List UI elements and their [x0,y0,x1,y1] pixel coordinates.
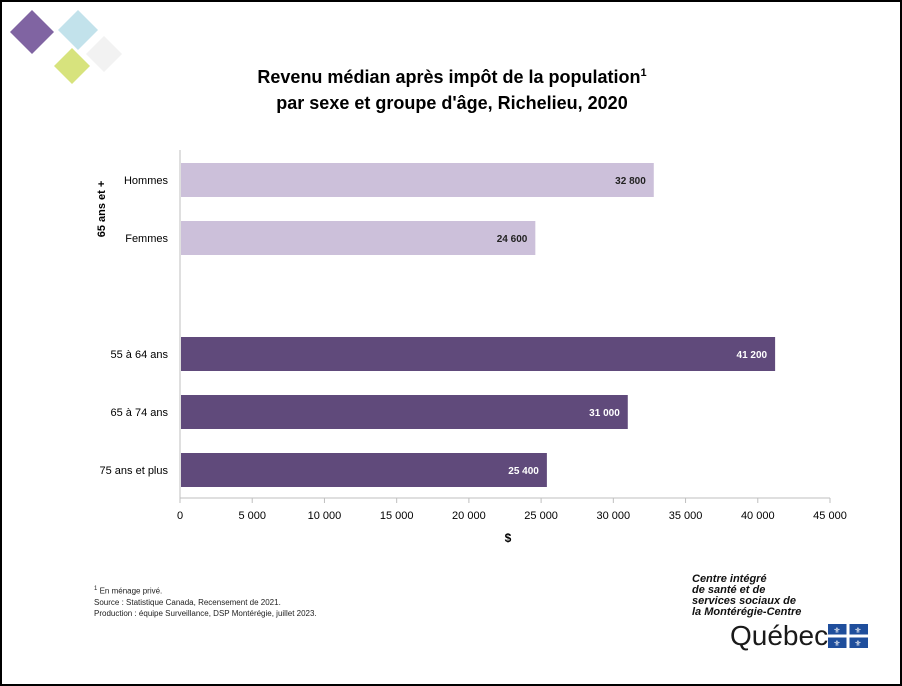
cisss-logo: Centre intégré de santé et de services s… [678,574,878,654]
logo-line3: services sociaux de [692,595,796,607]
title-sup: 1 [640,67,647,79]
white-diamond [86,36,122,72]
footnote-text: En ménage privé. [99,586,163,596]
bars-layer: 32 800 24 600 41 200 31 000 25 400 [181,163,776,487]
svg-text:⚜: ⚜ [854,626,861,635]
logo-line1: Centre intégré [692,573,767,585]
title-line2: par sexe et groupe d'âge, Richelieu, 202… [276,93,628,113]
data-label: 31 000 [589,408,620,419]
bar [181,453,547,487]
title-line1: Revenu médian après impôt de la populati… [257,67,641,87]
x-tick-label: 30 000 [597,510,631,522]
logo-quebec-wordmark: Québec [730,620,829,651]
svg-text:⚜: ⚜ [854,639,861,648]
svg-text:⚜: ⚜ [833,639,840,648]
logo-line4: la Montérégie-Centre [692,606,802,618]
logo-line2: de santé et de [692,584,766,596]
bar [181,337,776,371]
data-label: 32 800 [615,176,646,187]
category-label: Hommes [124,175,169,187]
category-label: 75 ans et plus [100,465,169,477]
svg-text:⚜: ⚜ [833,626,840,635]
x-tick-label: 45 000 [813,510,847,522]
footnote-sup: 1 [94,586,98,592]
blue-diamond [58,10,98,50]
footnotes: 1 En ménage privé. Source : Statistique … [94,584,317,619]
purple-diamond [10,10,54,54]
data-label: 25 400 [508,466,539,477]
x-tick-label: 40 000 [741,510,775,522]
bar [181,221,536,255]
category-label: 65 à 74 ans [111,407,169,419]
x-tick-label: 35 000 [669,510,703,522]
x-tick-label: 15 000 [380,510,414,522]
x-axis-label: $ [505,531,512,545]
axis-layer: Hommes Femmes 55 à 64 ans 65 à 74 ans 75 ans… [96,150,847,545]
source-line: Source : Statistique Canada, Recensement… [94,597,281,607]
quebec-flag-icon: ⚜ ⚜ ⚜ ⚜ [828,624,868,648]
bar [181,163,654,197]
x-tick-label: 10 000 [308,510,342,522]
data-label: 41 200 [737,350,768,361]
group-label: 65 ans et + [96,181,108,238]
x-tick-label: 5 000 [238,510,266,522]
category-label: Femmes [125,233,168,245]
data-label: 24 600 [497,234,528,245]
x-tick-label: 0 [177,510,183,522]
yellow-diamond [54,48,90,84]
bar [181,395,628,429]
x-tick-label: 25 000 [524,510,558,522]
production-line: Production : équipe Surveillance, DSP Mo… [94,608,317,618]
decorative-diamonds [10,10,122,84]
x-tick-label: 20 000 [452,510,486,522]
category-label: 55 à 64 ans [111,349,169,361]
footnote-line: 1 En ménage privé. [94,584,317,597]
chart-title: Revenu médian après impôt de la populati… [202,64,702,116]
